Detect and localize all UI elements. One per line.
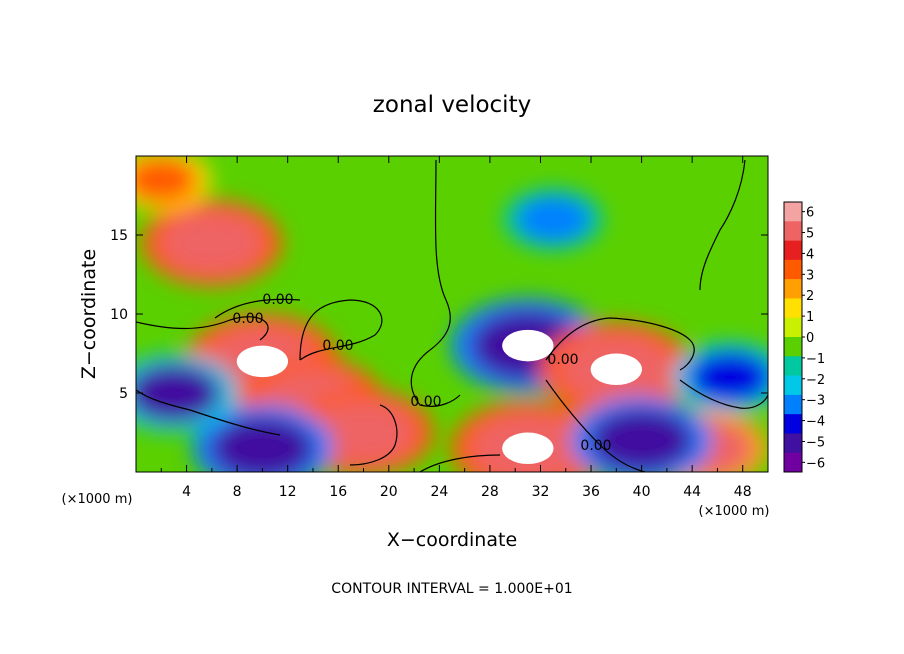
x-tick-label: 36 <box>582 484 600 500</box>
colorbar-tick-label: −6 <box>806 456 825 471</box>
zero-contour <box>214 298 301 319</box>
x-tick-label: 16 <box>329 484 347 500</box>
x-tick-label: 28 <box>481 484 499 500</box>
y-tick-label: 10 <box>110 307 128 323</box>
chart-title: zonal velocity <box>373 92 531 118</box>
zero-contour <box>410 159 461 407</box>
zero-contour <box>699 159 746 291</box>
x-tick-label: 20 <box>380 484 398 500</box>
x-tick-label: 48 <box>734 484 752 500</box>
colorbar-tick-label: 1 <box>806 310 814 325</box>
colorbar-swatch <box>784 394 802 415</box>
colorbar-tick-label: −2 <box>806 373 825 388</box>
x-axis-label: X−coordinate <box>387 529 517 551</box>
colorbar-swatch <box>784 433 802 454</box>
colorbar-tick-label: 5 <box>806 227 814 242</box>
y-axis-label: Z−coordinate <box>78 249 100 379</box>
contour-label: 0.00 <box>322 338 353 354</box>
colorbar-swatch <box>784 375 802 396</box>
contour-label: 0.00 <box>580 438 611 454</box>
colorbar-tick-label: −3 <box>806 394 825 409</box>
z-unit-label: (×1000 m) <box>699 504 770 519</box>
colorbar-tick-label: 0 <box>806 331 814 346</box>
zero-contour <box>679 379 768 409</box>
colorbar: 6 5 4 3 2 1 0 −1 −2 −3 −4 −5 −6 <box>783 201 825 473</box>
zero-contour <box>136 316 269 341</box>
field-blob <box>159 210 264 275</box>
colorbar-tick-label: 6 <box>806 206 814 221</box>
field-blob <box>210 416 315 472</box>
zero-contour <box>545 317 695 371</box>
zero-contour <box>299 299 383 361</box>
colorbar-swatch <box>784 337 802 357</box>
zero-contour <box>419 454 501 472</box>
colorbar-tick-label: 2 <box>806 289 814 304</box>
field-saturated-core <box>502 432 554 465</box>
colorbar-swatch <box>784 356 802 376</box>
colorbar-tick-label: −5 <box>806 435 825 450</box>
field-blob <box>516 196 591 243</box>
x-tick-label: 40 <box>633 484 651 500</box>
colorbar-swatch <box>784 452 802 473</box>
x-tick-label: 24 <box>430 484 448 500</box>
colorbar-swatch <box>784 414 802 434</box>
contour-label: 0.00 <box>232 311 263 327</box>
contour-label: 0.00 <box>262 292 293 308</box>
field-blob <box>589 408 694 472</box>
colorbar-swatch <box>784 202 802 222</box>
colorbar-tick-label: 3 <box>806 268 814 283</box>
field-blob <box>136 156 199 203</box>
field-saturated-core <box>590 353 642 386</box>
colorbar-swatch <box>784 221 802 241</box>
colorbar-swatch <box>784 279 802 299</box>
x-unit-label: (×1000 m) <box>62 492 133 507</box>
field-saturated-core <box>502 329 554 362</box>
colorbar-swatch <box>784 298 802 319</box>
zero-contour <box>136 389 281 436</box>
colorbar-tick-label: 4 <box>806 247 814 262</box>
zero-contour <box>545 379 646 472</box>
x-tick-label: 4 <box>182 484 191 500</box>
field-saturated-core <box>236 345 289 378</box>
plot-area: 0.000.000.000.000.000.00 4 8 12 16 20 24 28 32 3… <box>110 155 769 500</box>
x-tick-label: 12 <box>279 484 297 500</box>
colorbar-tick-label: −1 <box>806 352 825 367</box>
contour-interval-note: CONTOUR INTERVAL = 1.000E+01 <box>331 581 572 597</box>
x-tick-label: 32 <box>532 484 550 500</box>
field-blob <box>311 400 416 465</box>
colorbar-swatch <box>784 317 802 338</box>
zero-contour <box>349 404 398 466</box>
x-tick-label: 44 <box>683 484 701 500</box>
y-tick-label: 15 <box>110 228 128 244</box>
colorbar-swatch <box>784 240 802 261</box>
contour-label: 0.00 <box>547 352 578 368</box>
colorbar-tick-label: −4 <box>806 415 825 430</box>
y-tick-label: 5 <box>119 386 128 402</box>
field-blob <box>136 364 221 422</box>
colorbar-swatch <box>784 259 802 280</box>
x-tick-label: 8 <box>233 484 242 500</box>
field-blob <box>688 351 768 404</box>
contour-label: 0.00 <box>410 394 441 410</box>
